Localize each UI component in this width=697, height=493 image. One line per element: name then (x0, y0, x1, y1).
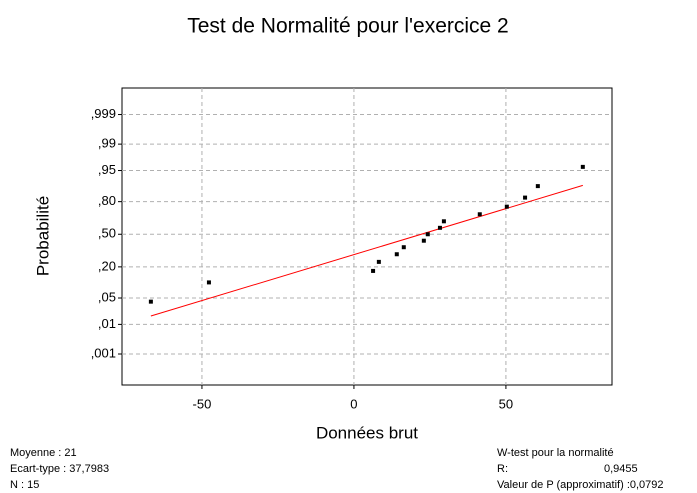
x-axis-label: Données brut (316, 423, 418, 442)
stat-text: R: (497, 463, 508, 475)
y-tick-label: ,20 (98, 258, 116, 273)
fit-line (150, 184, 583, 317)
data-point (148, 299, 153, 304)
data-point (425, 232, 430, 237)
data-point (523, 195, 528, 200)
x-tick-label: 0 (350, 396, 357, 411)
data-point (441, 219, 446, 224)
data-point (504, 204, 509, 209)
y-tick-label: ,50 (98, 226, 116, 241)
data-point (394, 252, 399, 257)
y-tick-label: ,999 (91, 106, 116, 121)
data-point (376, 259, 381, 264)
plot-frame (121, 87, 613, 386)
stat-text: Ecart-type : 37,7983 (10, 463, 109, 475)
x-tick-label: 50 (499, 396, 513, 411)
y-tick-label: ,99 (98, 136, 116, 151)
x-tick-label: -50 (193, 396, 212, 411)
data-point (206, 280, 211, 285)
data-point (437, 225, 442, 230)
y-tick-label: ,95 (98, 162, 116, 177)
data-point (401, 245, 406, 250)
stat-text: Valeur de P (approximatif) :0,0792 (497, 479, 664, 491)
stat-text: W-test pour la normalité (497, 447, 614, 459)
y-axis-label: Probabilité (33, 196, 52, 276)
stat-text: Moyenne : 21 (10, 447, 77, 459)
stat-text: N : 15 (10, 479, 39, 491)
y-tick-label: ,80 (98, 193, 116, 208)
data-point (535, 184, 540, 189)
chart-title: Test de Normalité pour l'exercice 2 (187, 15, 508, 38)
stat-text: 0,9455 (604, 463, 638, 475)
y-tick-label: ,01 (98, 316, 116, 331)
data-point (580, 164, 585, 169)
data-point (371, 268, 376, 273)
y-tick-label: ,001 (91, 345, 116, 360)
data-point (477, 212, 482, 217)
data-point (421, 238, 426, 243)
y-tick-label: ,05 (98, 289, 116, 304)
